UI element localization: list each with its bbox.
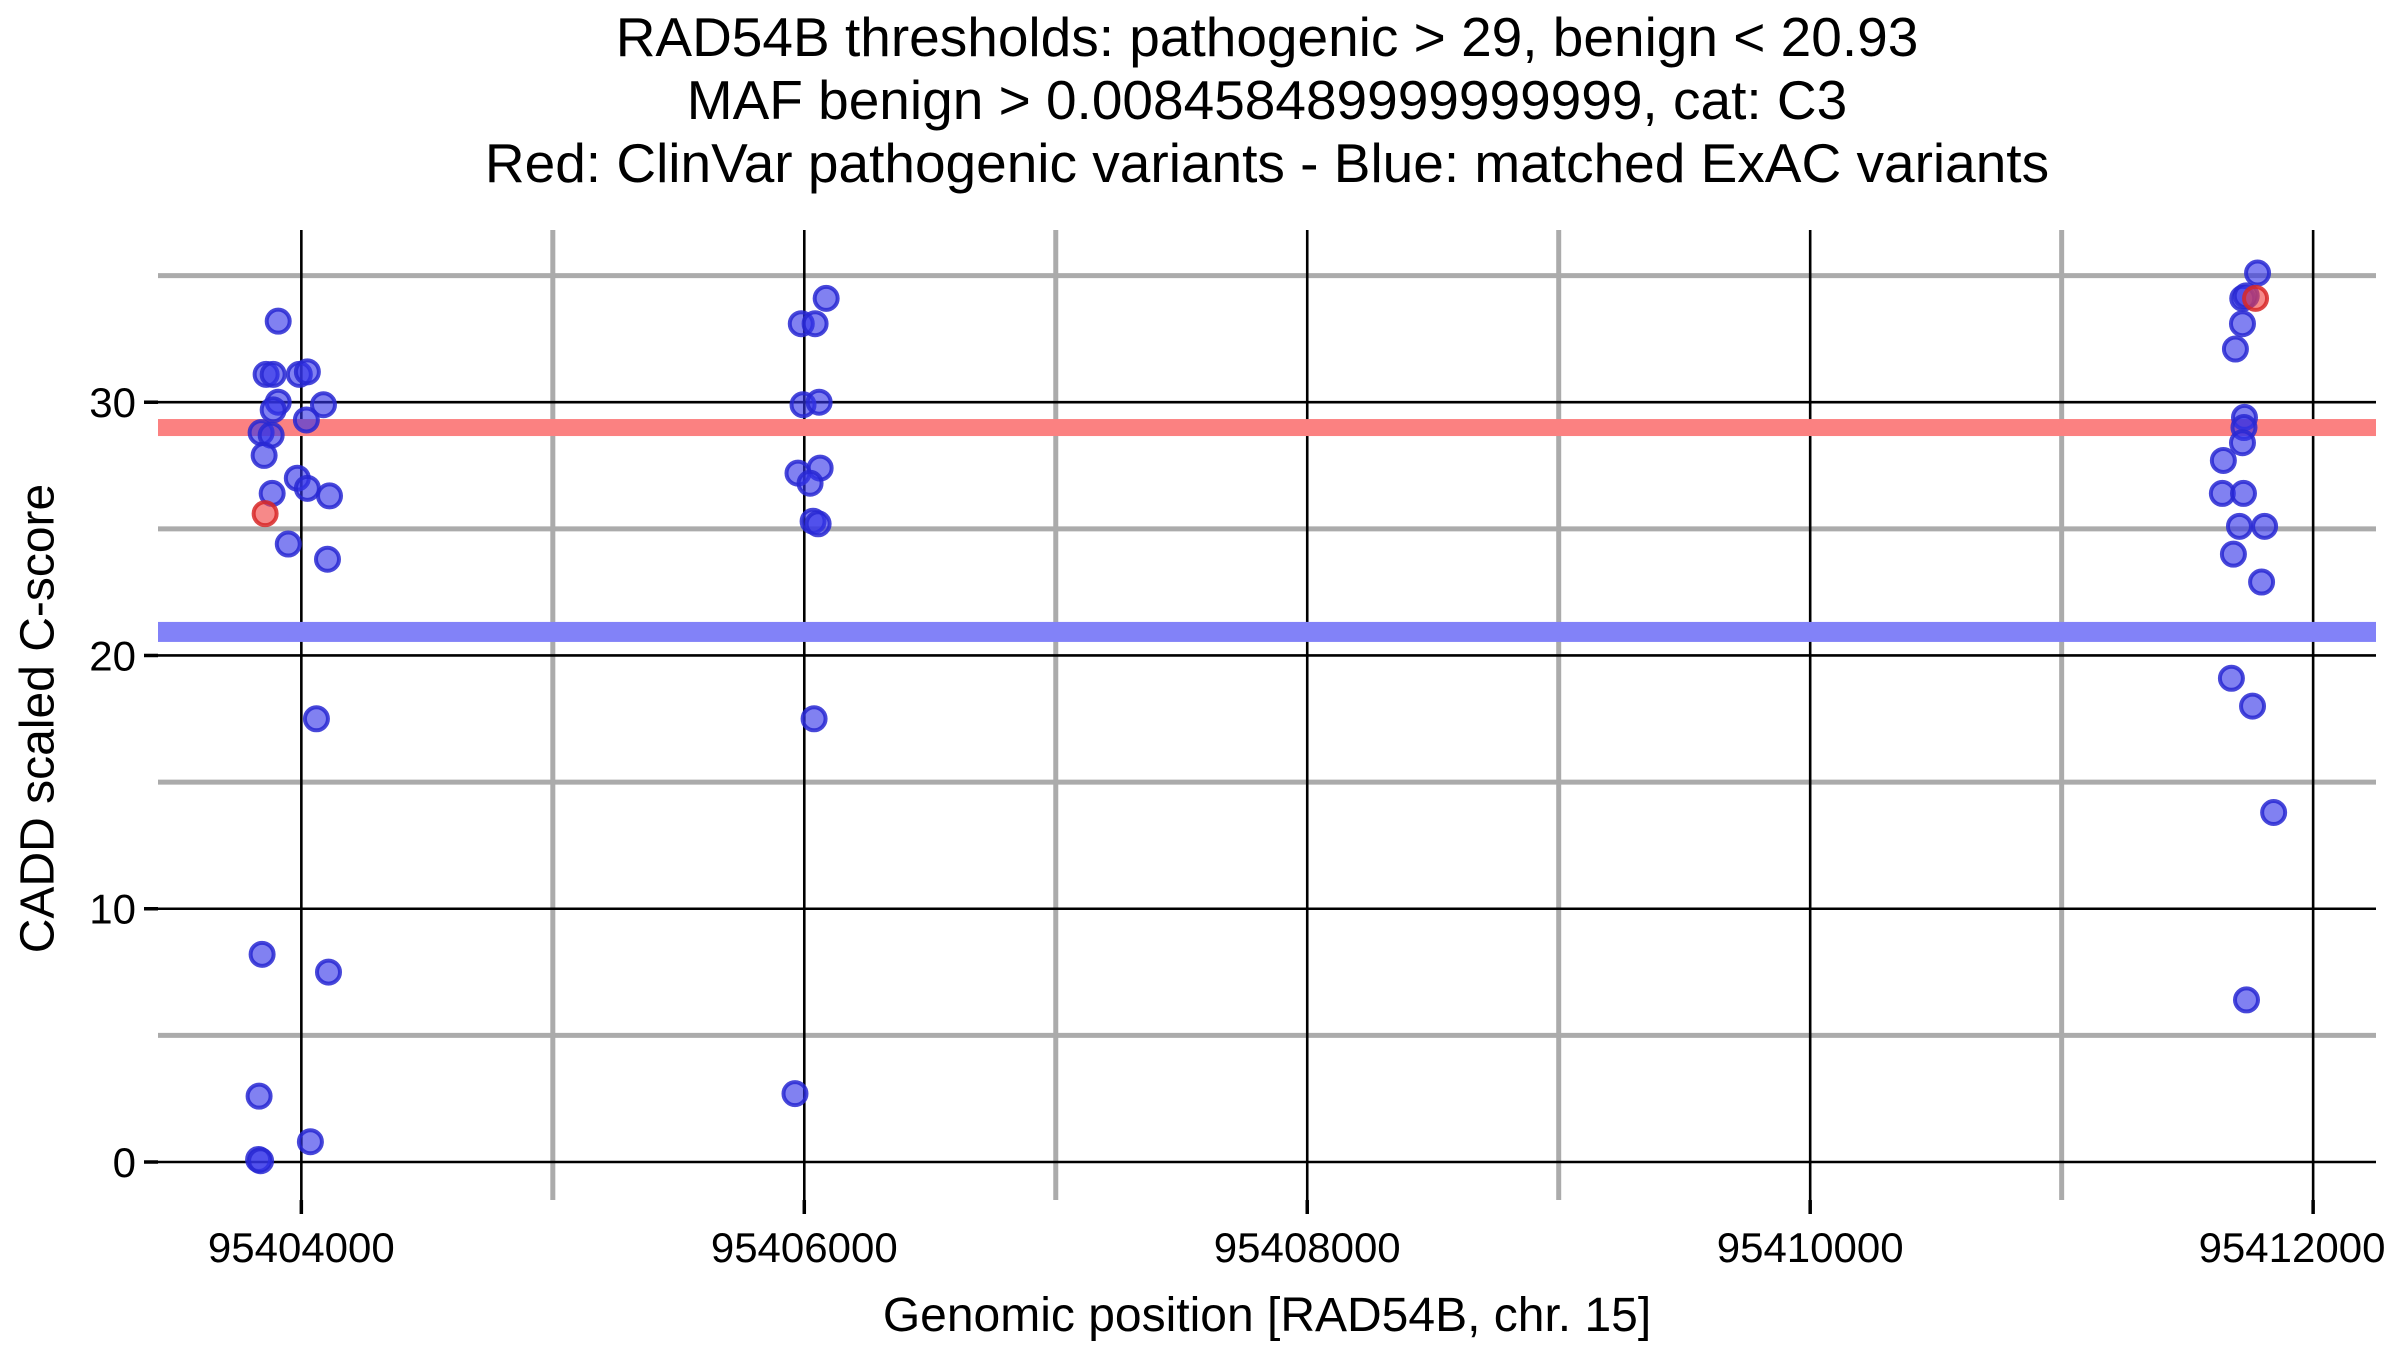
y-tick-label-10: 10 — [89, 886, 136, 933]
clinvar-pathogenic-point — [251, 500, 279, 528]
exac-variant-point — [2244, 259, 2272, 287]
exac-variant-point — [293, 358, 321, 386]
exac-variant-point — [781, 1080, 809, 1108]
exac-variant-point — [247, 1147, 275, 1175]
x-tick-label-95412000: 95412000 — [2199, 1224, 2386, 1271]
exac-variant-point — [2248, 568, 2276, 596]
exac-variant-point — [2228, 310, 2256, 338]
exac-variant-point — [2209, 446, 2237, 474]
exac-variant-point — [259, 360, 287, 388]
exac-variant-point — [313, 545, 341, 573]
x-tick-label-95404000: 95404000 — [208, 1224, 395, 1271]
exac-variant-point — [264, 307, 292, 335]
exac-variant-point — [248, 940, 276, 968]
exac-variant-point — [302, 705, 330, 733]
exac-variant-point — [2219, 540, 2247, 568]
exac-variant-point — [293, 474, 321, 502]
x-tick-label-95410000: 95410000 — [1717, 1224, 1904, 1271]
exac-variant-point — [2225, 512, 2253, 540]
exac-variant-point — [259, 396, 287, 424]
exac-variant-point — [2260, 799, 2288, 827]
exac-variant-point — [2229, 479, 2257, 507]
y-tick-label-30: 30 — [89, 379, 136, 426]
clinvar-pathogenic-point — [2242, 284, 2270, 312]
exac-variant-point — [296, 1128, 324, 1156]
exac-variant-point — [800, 705, 828, 733]
exac-variant-point — [2251, 512, 2279, 540]
exac-variant-point — [2228, 429, 2256, 457]
chart-title-line2: MAF benign > 0.008458489999999999, cat: … — [686, 69, 1848, 131]
chart-title-line1: RAD54B thresholds: pathogenic > 29, beni… — [615, 6, 1919, 68]
y-tick-label-0: 0 — [113, 1139, 136, 1186]
y-axis-title: CADD scaled C-score — [11, 483, 65, 954]
chart-title-line3: Red: ClinVar pathogenic variants - Blue:… — [484, 132, 2050, 194]
exac-variant-point — [316, 482, 344, 510]
exac-variant-point — [245, 1082, 273, 1110]
exac-variant-point — [2232, 986, 2260, 1014]
exac-variant-point — [812, 284, 840, 312]
exac-variant-point — [805, 388, 833, 416]
exac-variant-point — [314, 958, 342, 986]
x-axis-title: Genomic position [RAD54B, chr. 15] — [882, 1289, 1652, 1342]
y-tick-label-20: 20 — [89, 632, 136, 679]
exac-variant-point — [274, 530, 302, 558]
exac-variant-point — [801, 310, 829, 338]
exac-variant-point — [250, 441, 278, 469]
exac-variant-point — [2221, 335, 2249, 363]
exac-variant-point — [309, 391, 337, 419]
x-tick-label-95408000: 95408000 — [1214, 1224, 1401, 1271]
exac-variant-point — [2239, 692, 2267, 720]
pathogenic-threshold-band — [158, 419, 2376, 437]
benign-threshold-band — [158, 621, 2376, 642]
chart-title: RAD54B thresholds: pathogenic > 29, beni… — [158, 6, 2376, 195]
x-tick-label-95406000: 95406000 — [711, 1224, 898, 1271]
exac-variant-point — [804, 510, 832, 538]
exac-variant-point — [292, 406, 320, 434]
exac-variant-point — [2217, 664, 2245, 692]
exac-variant-point — [796, 469, 824, 497]
